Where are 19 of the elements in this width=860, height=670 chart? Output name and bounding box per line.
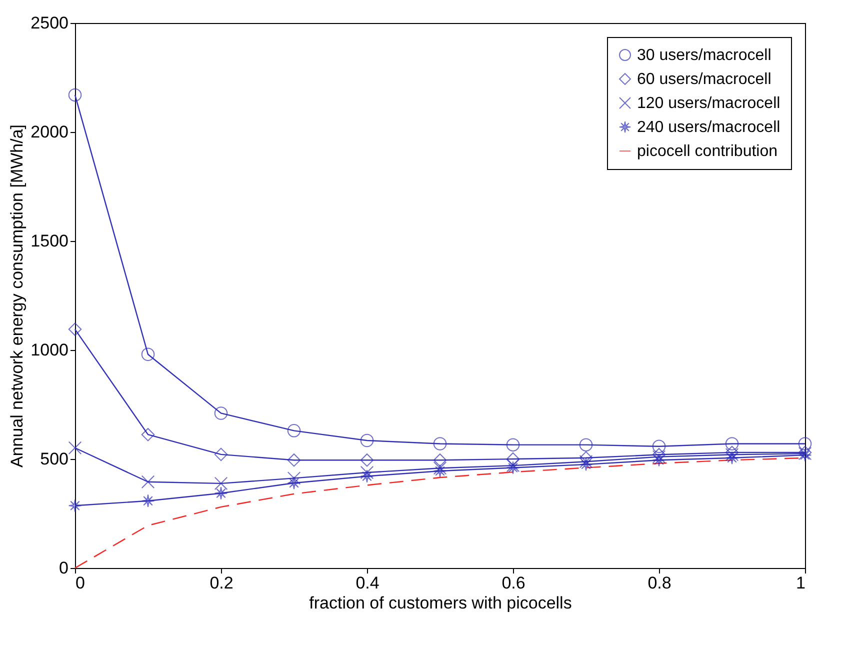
legend-label: 30 users/macrocell — [637, 47, 772, 64]
x-tick-label: 0.6 — [502, 574, 526, 592]
y-tick-label: 2500 — [30, 14, 68, 32]
x-tick-label: 0.8 — [648, 574, 672, 592]
y-axis-title: Annual network energy consumption [MWh/a] — [8, 124, 27, 468]
x-axis-title: fraction of customers with picocells — [309, 594, 572, 612]
y-tick-label: 2000 — [30, 122, 68, 142]
x-tick-label: 0.2 — [210, 574, 234, 592]
legend-label: 120 users/macrocell — [637, 95, 780, 112]
y-tick-label: 500 — [40, 450, 68, 468]
y-tick-label: 1000 — [30, 340, 68, 360]
x-tick-label: 0 — [76, 574, 85, 592]
x-tick-label: 0.4 — [356, 574, 380, 592]
x-tick-label: 1 — [796, 574, 806, 592]
y-tick-label: 1500 — [30, 232, 68, 250]
legend-label: 60 users/macrocell — [637, 71, 772, 88]
legend-label: picocell contribution — [637, 143, 778, 160]
legend-label: 240 users/macrocell — [637, 119, 780, 136]
y-tick-label: 0 — [59, 558, 68, 578]
